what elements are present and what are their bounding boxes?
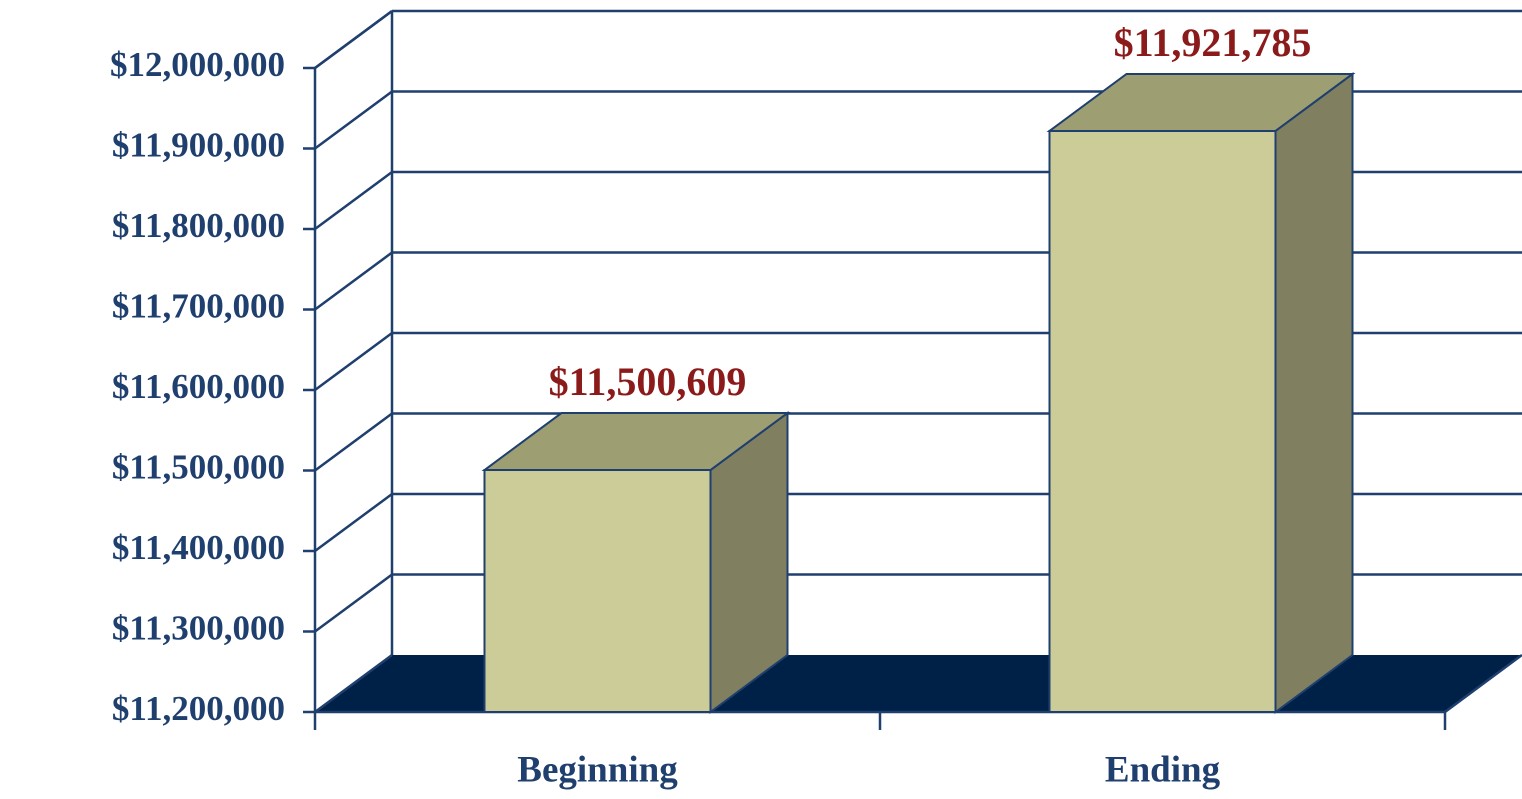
grid-line bbox=[314, 170, 393, 231]
bar-top bbox=[481, 412, 791, 472]
grid-line bbox=[314, 492, 393, 553]
grid-line bbox=[314, 653, 393, 714]
grid-line bbox=[314, 331, 393, 392]
bar-side bbox=[1274, 71, 1354, 714]
bar-front bbox=[1048, 129, 1277, 713]
x-tick-label: Beginning bbox=[517, 749, 678, 790]
value-label: $11,921,785 bbox=[1114, 20, 1312, 65]
y-tick-label: $11,600,000 bbox=[112, 367, 285, 406]
y-tick-label: $12,000,000 bbox=[110, 45, 285, 84]
grid-line bbox=[314, 9, 393, 70]
y-tick-label: $11,200,000 bbox=[112, 689, 285, 728]
value-label: $11,500,609 bbox=[549, 359, 747, 404]
y-tick-label: $11,300,000 bbox=[112, 609, 285, 648]
floor-edge bbox=[1444, 653, 1522, 714]
grid-line bbox=[314, 573, 393, 633]
bar-front bbox=[483, 469, 712, 714]
y-tick-label: $11,500,000 bbox=[112, 448, 285, 487]
y-tick-label: $11,800,000 bbox=[112, 206, 285, 245]
y-tick-label: $11,900,000 bbox=[112, 126, 285, 165]
x-tick-label: Ending bbox=[1105, 749, 1221, 790]
grid-line bbox=[314, 251, 393, 311]
y-tick-label: $11,400,000 bbox=[112, 528, 285, 567]
grid-line bbox=[314, 90, 393, 150]
bar-top bbox=[1046, 72, 1356, 132]
grid-line bbox=[314, 412, 393, 472]
y-tick-label: $11,700,000 bbox=[112, 287, 285, 326]
